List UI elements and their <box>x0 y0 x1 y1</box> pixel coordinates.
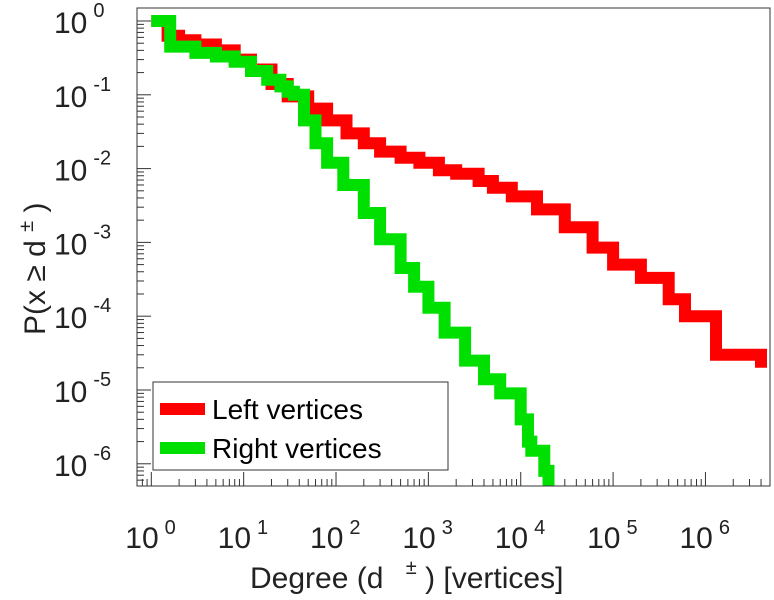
x-tick-label-exp: 0 <box>165 517 176 539</box>
x-tick-label-exp: 5 <box>626 517 637 539</box>
y-tick-label: 10 -3 <box>54 221 111 261</box>
x-tick-label: 10 2 <box>310 517 361 555</box>
y-tick-label-exp: -4 <box>93 295 111 317</box>
y-tick-label-exp: -6 <box>93 443 111 465</box>
minor-ticks <box>136 20 771 487</box>
x-tick-label: 10 1 <box>218 517 269 555</box>
legend: Left vertices Right vertices <box>152 381 449 471</box>
y-axis-label-tail: ) <box>19 203 52 213</box>
x-tick-label: 10 4 <box>495 517 546 555</box>
plot-frame <box>136 7 771 487</box>
y-tick-label-exp: -5 <box>93 369 111 391</box>
y-axis-label-sup: ± <box>16 221 38 232</box>
series-line-right-vertices <box>151 15 555 486</box>
x-axis-label: Degree (d ± ) [vertices] <box>250 548 563 595</box>
x-tick-label-exp: 1 <box>257 517 268 539</box>
x-tick-label-exp: 4 <box>534 517 545 539</box>
y-tick-label: 10 -6 <box>54 443 111 483</box>
x-tick-label-exp: 2 <box>349 517 360 539</box>
y-tick-label: 10 -4 <box>54 295 111 335</box>
legend-box <box>152 381 449 471</box>
y-tick-label-exp: -1 <box>93 74 111 96</box>
x-tick-labels: 10 0 10 1 10 2 10 3 10 4 10 5 10 6 <box>125 517 730 555</box>
x-tick-label: 10 3 <box>402 517 453 555</box>
y-axis-label: P(x ≥ d ± ) <box>7 203 52 336</box>
y-tick-label-exp: 0 <box>93 0 104 22</box>
legend-label-left-vertices: Left vertices <box>212 394 363 425</box>
y-tick-label: 10 0 <box>54 0 105 40</box>
x-tick-label: 10 5 <box>587 517 638 555</box>
x-axis-label-sup: ± <box>406 557 417 579</box>
series-layer <box>151 15 767 486</box>
x-tick-label-exp: 3 <box>442 517 453 539</box>
y-tick-label: 10 -1 <box>54 74 111 114</box>
series-line-left-vertices <box>151 15 767 368</box>
x-tick-label: 10 6 <box>679 517 730 555</box>
x-axis-label-tail: ) [vertices] <box>425 562 563 595</box>
x-axis-label-main: Degree (d <box>250 562 383 595</box>
y-tick-label: 10 -2 <box>54 148 111 188</box>
y-tick-label-exp: -2 <box>93 148 111 170</box>
y-axis-label-main: P(x ≥ d <box>19 240 52 335</box>
x-tick-label-exp: 6 <box>719 517 730 539</box>
x-tick-label: 10 0 <box>125 517 176 555</box>
y-tick-label: 10 -5 <box>54 369 111 409</box>
legend-label-right-vertices: Right vertices <box>212 433 382 464</box>
y-tick-label-exp: -3 <box>93 221 111 243</box>
